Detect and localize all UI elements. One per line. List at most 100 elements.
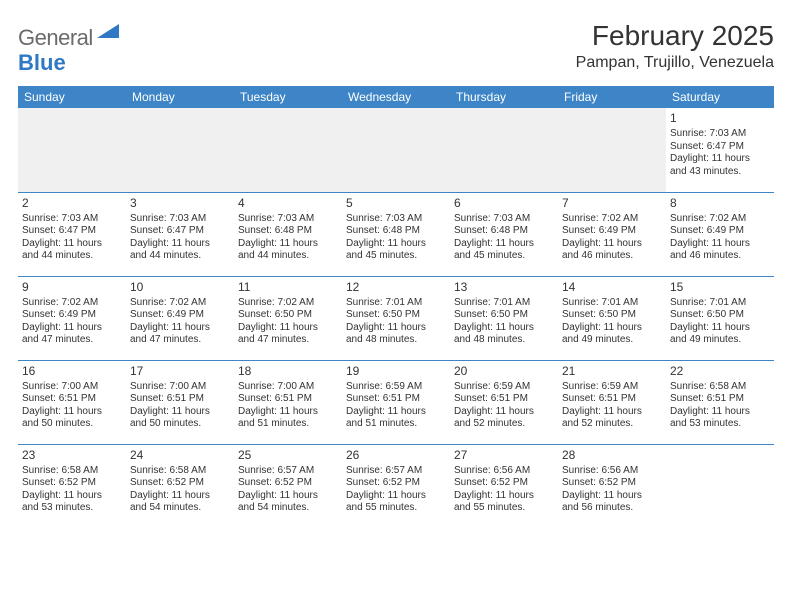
day-info-line: Daylight: 11 hours: [346, 406, 446, 419]
day-info-line: Sunset: 6:51 PM: [670, 393, 770, 406]
day-number: 13: [454, 280, 554, 295]
day-cell: 4Sunrise: 7:03 AMSunset: 6:48 PMDaylight…: [234, 192, 342, 276]
day-info-line: Sunrise: 7:03 AM: [346, 213, 446, 226]
day-info-line: Sunset: 6:52 PM: [346, 477, 446, 490]
day-cell: 21 Sunrise: 6:59 AMSunset: 6:51 PMDayligh…: [558, 360, 666, 444]
day-cell: [666, 444, 774, 528]
day-cell: [126, 108, 234, 192]
day-info-line: and 44 minutes.: [238, 250, 338, 263]
day-number: 28: [562, 448, 662, 463]
month-title: February 2025: [576, 20, 774, 52]
day-number: 14: [562, 280, 662, 295]
day-info-line: Sunrise: 6:59 AM: [562, 381, 662, 394]
day-info-line: Sunset: 6:52 PM: [238, 477, 338, 490]
day-number: 6: [454, 196, 554, 211]
week-row: 16Sunrise: 7:00 AMSunset: 6:51 PMDayligh…: [18, 360, 774, 444]
weekday-mon: Monday: [126, 86, 234, 108]
day-number: 18: [238, 364, 338, 379]
day-cell: 6Sunrise: 7:03 AMSunset: 6:48 PMDaylight…: [450, 192, 558, 276]
day-info-line: and 50 minutes.: [22, 418, 122, 431]
day-info-line: and 53 minutes.: [670, 418, 770, 431]
day-info-line: Sunset: 6:49 PM: [130, 309, 230, 322]
day-info-line: Sunrise: 7:02 AM: [562, 213, 662, 226]
day-cell: 26Sunrise: 6:57 AMSunset: 6:52 PMDayligh…: [342, 444, 450, 528]
day-info-line: Sunrise: 7:01 AM: [562, 297, 662, 310]
day-number: 10: [130, 280, 230, 295]
day-info-line: and 49 minutes.: [562, 334, 662, 347]
day-info-line: and 51 minutes.: [346, 418, 446, 431]
day-info-line: Sunrise: 7:00 AM: [130, 381, 230, 394]
week-row: 9Sunrise: 7:02 AMSunset: 6:49 PMDaylight…: [18, 276, 774, 360]
day-cell: 13Sunrise: 7:01 AMSunset: 6:50 PMDayligh…: [450, 276, 558, 360]
weekday-sun: Sunday: [18, 86, 126, 108]
day-cell: [558, 108, 666, 192]
day-cell: 15Sunrise: 7:01 AMSunset: 6:50 PMDayligh…: [666, 276, 774, 360]
day-number: 21: [562, 364, 662, 379]
day-info-line: Daylight: 11 hours: [562, 490, 662, 503]
day-info-line: and 52 minutes.: [562, 418, 662, 431]
day-number: 8: [670, 196, 770, 211]
logo-text-2: Blue: [18, 50, 774, 76]
day-info-line: and 48 minutes.: [346, 334, 446, 347]
day-cell: 24Sunrise: 6:58 AMSunset: 6:52 PMDayligh…: [126, 444, 234, 528]
day-info-line: and 55 minutes.: [454, 502, 554, 515]
day-info-line: Daylight: 11 hours: [670, 322, 770, 335]
day-info-line: and 44 minutes.: [22, 250, 122, 263]
day-info-line: Daylight: 11 hours: [130, 238, 230, 251]
day-info-line: Daylight: 11 hours: [562, 406, 662, 419]
day-info-line: and 53 minutes.: [22, 502, 122, 515]
day-info-line: and 52 minutes.: [454, 418, 554, 431]
day-info-line: Sunrise: 7:00 AM: [22, 381, 122, 394]
day-info-line: Sunset: 6:51 PM: [562, 393, 662, 406]
day-number: 27: [454, 448, 554, 463]
day-cell: 19Sunrise: 6:59 AMSunset: 6:51 PMDayligh…: [342, 360, 450, 444]
day-cell: 9Sunrise: 7:02 AMSunset: 6:49 PMDaylight…: [18, 276, 126, 360]
day-info-line: Sunset: 6:51 PM: [22, 393, 122, 406]
logo: General: [18, 24, 121, 51]
day-info-line: Daylight: 11 hours: [238, 406, 338, 419]
day-number: 9: [22, 280, 122, 295]
day-number: 17: [130, 364, 230, 379]
weekday-tue: Tuesday: [234, 86, 342, 108]
day-info-line: Daylight: 11 hours: [22, 238, 122, 251]
day-info-line: Sunrise: 7:02 AM: [130, 297, 230, 310]
day-info-line: and 45 minutes.: [346, 250, 446, 263]
day-info-line: Sunset: 6:47 PM: [670, 141, 770, 154]
day-info-line: Daylight: 11 hours: [562, 238, 662, 251]
day-info-line: Sunset: 6:50 PM: [670, 309, 770, 322]
day-info-line: Daylight: 11 hours: [22, 322, 122, 335]
day-cell: 16Sunrise: 7:00 AMSunset: 6:51 PMDayligh…: [18, 360, 126, 444]
day-cell: 1Sunrise: 7:03 AMSunset: 6:47 PMDaylight…: [666, 108, 774, 192]
logo-triangle-icon: [97, 24, 119, 43]
day-info-line: and 46 minutes.: [562, 250, 662, 263]
day-number: 7: [562, 196, 662, 211]
day-cell: 3Sunrise: 7:03 AMSunset: 6:47 PMDaylight…: [126, 192, 234, 276]
weekday-wed: Wednesday: [342, 86, 450, 108]
day-cell: [234, 108, 342, 192]
day-info-line: and 45 minutes.: [454, 250, 554, 263]
day-info-line: Sunset: 6:50 PM: [238, 309, 338, 322]
day-number: 15: [670, 280, 770, 295]
day-info-line: Sunset: 6:52 PM: [22, 477, 122, 490]
weekday-row: Sunday Monday Tuesday Wednesday Thursday…: [18, 86, 774, 108]
day-info-line: Daylight: 11 hours: [670, 153, 770, 166]
day-info-line: and 54 minutes.: [130, 502, 230, 515]
day-cell: 2Sunrise: 7:03 AMSunset: 6:47 PMDaylight…: [18, 192, 126, 276]
day-info-line: Sunset: 6:50 PM: [346, 309, 446, 322]
day-info-line: Sunrise: 6:57 AM: [346, 465, 446, 478]
day-info-line: Sunrise: 7:01 AM: [346, 297, 446, 310]
day-info-line: Sunrise: 6:58 AM: [22, 465, 122, 478]
day-info-line: Sunset: 6:49 PM: [562, 225, 662, 238]
day-info-line: Sunset: 6:49 PM: [22, 309, 122, 322]
day-cell: 23Sunrise: 6:58 AMSunset: 6:52 PMDayligh…: [18, 444, 126, 528]
day-info-line: Sunrise: 6:56 AM: [454, 465, 554, 478]
day-info-line: Sunrise: 6:59 AM: [346, 381, 446, 394]
day-cell: 7 Sunrise: 7:02 AMSunset: 6:49 PMDaylight…: [558, 192, 666, 276]
day-info-line: and 56 minutes.: [562, 502, 662, 515]
logo-text-1: General: [18, 25, 93, 51]
day-cell: 18Sunrise: 7:00 AMSunset: 6:51 PMDayligh…: [234, 360, 342, 444]
day-cell: [450, 108, 558, 192]
day-cell: [342, 108, 450, 192]
day-info-line: Daylight: 11 hours: [22, 490, 122, 503]
day-cell: 12Sunrise: 7:01 AMSunset: 6:50 PMDayligh…: [342, 276, 450, 360]
